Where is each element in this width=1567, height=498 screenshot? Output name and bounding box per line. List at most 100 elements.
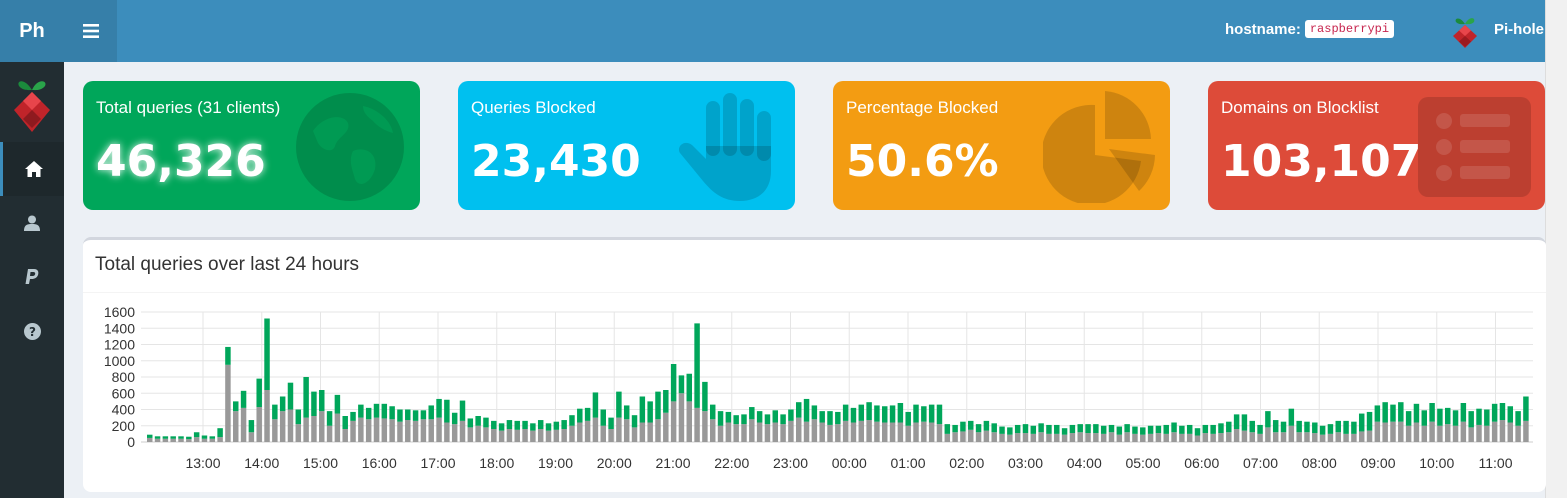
bar-blocked[interactable] <box>623 405 630 420</box>
bar-permitted[interactable] <box>1358 431 1365 442</box>
bar-blocked[interactable] <box>1312 422 1318 434</box>
bar-blocked[interactable] <box>756 411 763 423</box>
bar-blocked[interactable] <box>1327 424 1334 434</box>
bar-permitted[interactable] <box>1218 433 1224 442</box>
bar-blocked[interactable] <box>193 432 200 438</box>
bar-permitted[interactable] <box>1140 434 1146 442</box>
bar-permitted[interactable] <box>1523 420 1529 442</box>
bar-permitted[interactable] <box>1007 434 1013 442</box>
sidebar-toggle-button[interactable] <box>64 0 117 62</box>
bar-blocked[interactable] <box>1116 426 1123 435</box>
bar-blocked[interactable] <box>835 411 841 425</box>
bar-permitted[interactable] <box>412 420 419 442</box>
bar-permitted[interactable] <box>764 424 771 442</box>
bar-blocked[interactable] <box>694 323 700 408</box>
bar-permitted[interactable] <box>475 425 481 442</box>
bar-permitted[interactable] <box>1272 432 1279 442</box>
bar-permitted[interactable] <box>514 429 520 442</box>
bar-blocked[interactable] <box>764 414 771 425</box>
bar-blocked[interactable] <box>1523 396 1529 421</box>
bar-permitted[interactable] <box>1398 421 1404 442</box>
stat-percentage-blocked[interactable]: Percentage Blocked 50.6% <box>833 81 1170 210</box>
bar-permitted[interactable] <box>201 438 208 442</box>
bar-permitted[interactable] <box>897 422 904 443</box>
bar-permitted[interactable] <box>616 417 622 442</box>
bar-blocked[interactable] <box>616 391 622 418</box>
bar-permitted[interactable] <box>1468 427 1474 442</box>
bar-blocked[interactable] <box>217 428 223 438</box>
bar-permitted[interactable] <box>397 421 403 442</box>
bar-blocked[interactable] <box>670 364 677 402</box>
bar-permitted[interactable] <box>1476 424 1482 442</box>
bar-blocked[interactable] <box>491 420 497 429</box>
bar-blocked[interactable] <box>1374 405 1381 422</box>
bar-permitted[interactable] <box>451 424 458 442</box>
bar-permitted[interactable] <box>1085 433 1091 442</box>
bar-permitted[interactable] <box>795 417 802 442</box>
bar-permitted[interactable] <box>319 411 325 442</box>
bar-permitted[interactable] <box>1210 433 1216 442</box>
bar-permitted[interactable] <box>678 393 685 442</box>
bar-blocked[interactable] <box>1319 425 1326 435</box>
bar-permitted[interactable] <box>506 429 513 442</box>
bar-permitted[interactable] <box>975 432 982 442</box>
bar-permitted[interactable] <box>279 411 286 442</box>
bar-blocked[interactable] <box>1351 421 1357 434</box>
bar-blocked[interactable] <box>1077 424 1083 433</box>
bar-permitted[interactable] <box>1038 432 1044 442</box>
pihole-logo-icon[interactable] <box>1448 14 1482 50</box>
bar-blocked[interactable] <box>381 403 388 419</box>
bar-blocked[interactable] <box>1171 422 1177 433</box>
bar-blocked[interactable] <box>1390 404 1396 422</box>
bar-permitted[interactable] <box>960 431 966 442</box>
bar-permitted[interactable] <box>936 424 943 442</box>
bar-blocked[interactable] <box>819 411 825 423</box>
bar-blocked[interactable] <box>913 404 919 423</box>
bar-blocked[interactable] <box>991 423 997 433</box>
bar-permitted[interactable] <box>240 407 247 442</box>
bar-permitted[interactable] <box>1343 433 1349 442</box>
bar-permitted[interactable] <box>1257 433 1263 442</box>
bar-blocked[interactable] <box>1186 424 1193 434</box>
bar-blocked[interactable] <box>577 408 583 423</box>
bar-permitted[interactable] <box>530 430 536 442</box>
bar-blocked[interactable] <box>1468 411 1474 428</box>
bar-blocked[interactable] <box>522 420 528 429</box>
bar-blocked[interactable] <box>874 405 880 422</box>
bar-permitted[interactable] <box>858 420 865 442</box>
sidebar-item-home[interactable] <box>0 142 64 196</box>
bar-blocked[interactable] <box>256 378 262 408</box>
bar-blocked[interactable] <box>952 424 958 433</box>
bar-blocked[interactable] <box>1444 407 1451 425</box>
bar-blocked[interactable] <box>1304 421 1310 433</box>
bar-blocked[interactable] <box>944 424 951 434</box>
bar-permitted[interactable] <box>1061 434 1068 442</box>
bar-blocked[interactable] <box>397 409 403 422</box>
bar-permitted[interactable] <box>647 422 653 443</box>
bar-blocked[interactable] <box>1038 423 1044 433</box>
bar-blocked[interactable] <box>1147 425 1154 434</box>
bar-blocked[interactable] <box>1491 403 1498 422</box>
bar-permitted[interactable] <box>1202 433 1209 442</box>
bar-blocked[interactable] <box>1366 411 1373 431</box>
bar-blocked[interactable] <box>725 411 732 423</box>
bar-blocked[interactable] <box>663 390 669 413</box>
bar-blocked[interactable] <box>983 420 990 431</box>
bar-blocked[interactable] <box>655 391 661 420</box>
bar-permitted[interactable] <box>147 437 153 442</box>
bar-permitted[interactable] <box>1155 433 1162 442</box>
bar-permitted[interactable] <box>420 419 427 442</box>
bar-permitted[interactable] <box>1444 424 1451 442</box>
bar-permitted[interactable] <box>874 421 880 442</box>
bar-blocked[interactable] <box>170 436 176 439</box>
bar-blocked[interactable] <box>537 420 544 429</box>
bar-permitted[interactable] <box>1014 433 1021 442</box>
bar-permitted[interactable] <box>373 417 380 442</box>
bar-permitted[interactable] <box>1405 425 1412 442</box>
bar-blocked[interactable] <box>561 420 567 429</box>
bar-blocked[interactable] <box>358 404 364 418</box>
bar-blocked[interactable] <box>1155 425 1162 434</box>
bar-blocked[interactable] <box>350 411 356 421</box>
bar-permitted[interactable] <box>717 425 724 442</box>
bar-permitted[interactable] <box>600 425 606 442</box>
